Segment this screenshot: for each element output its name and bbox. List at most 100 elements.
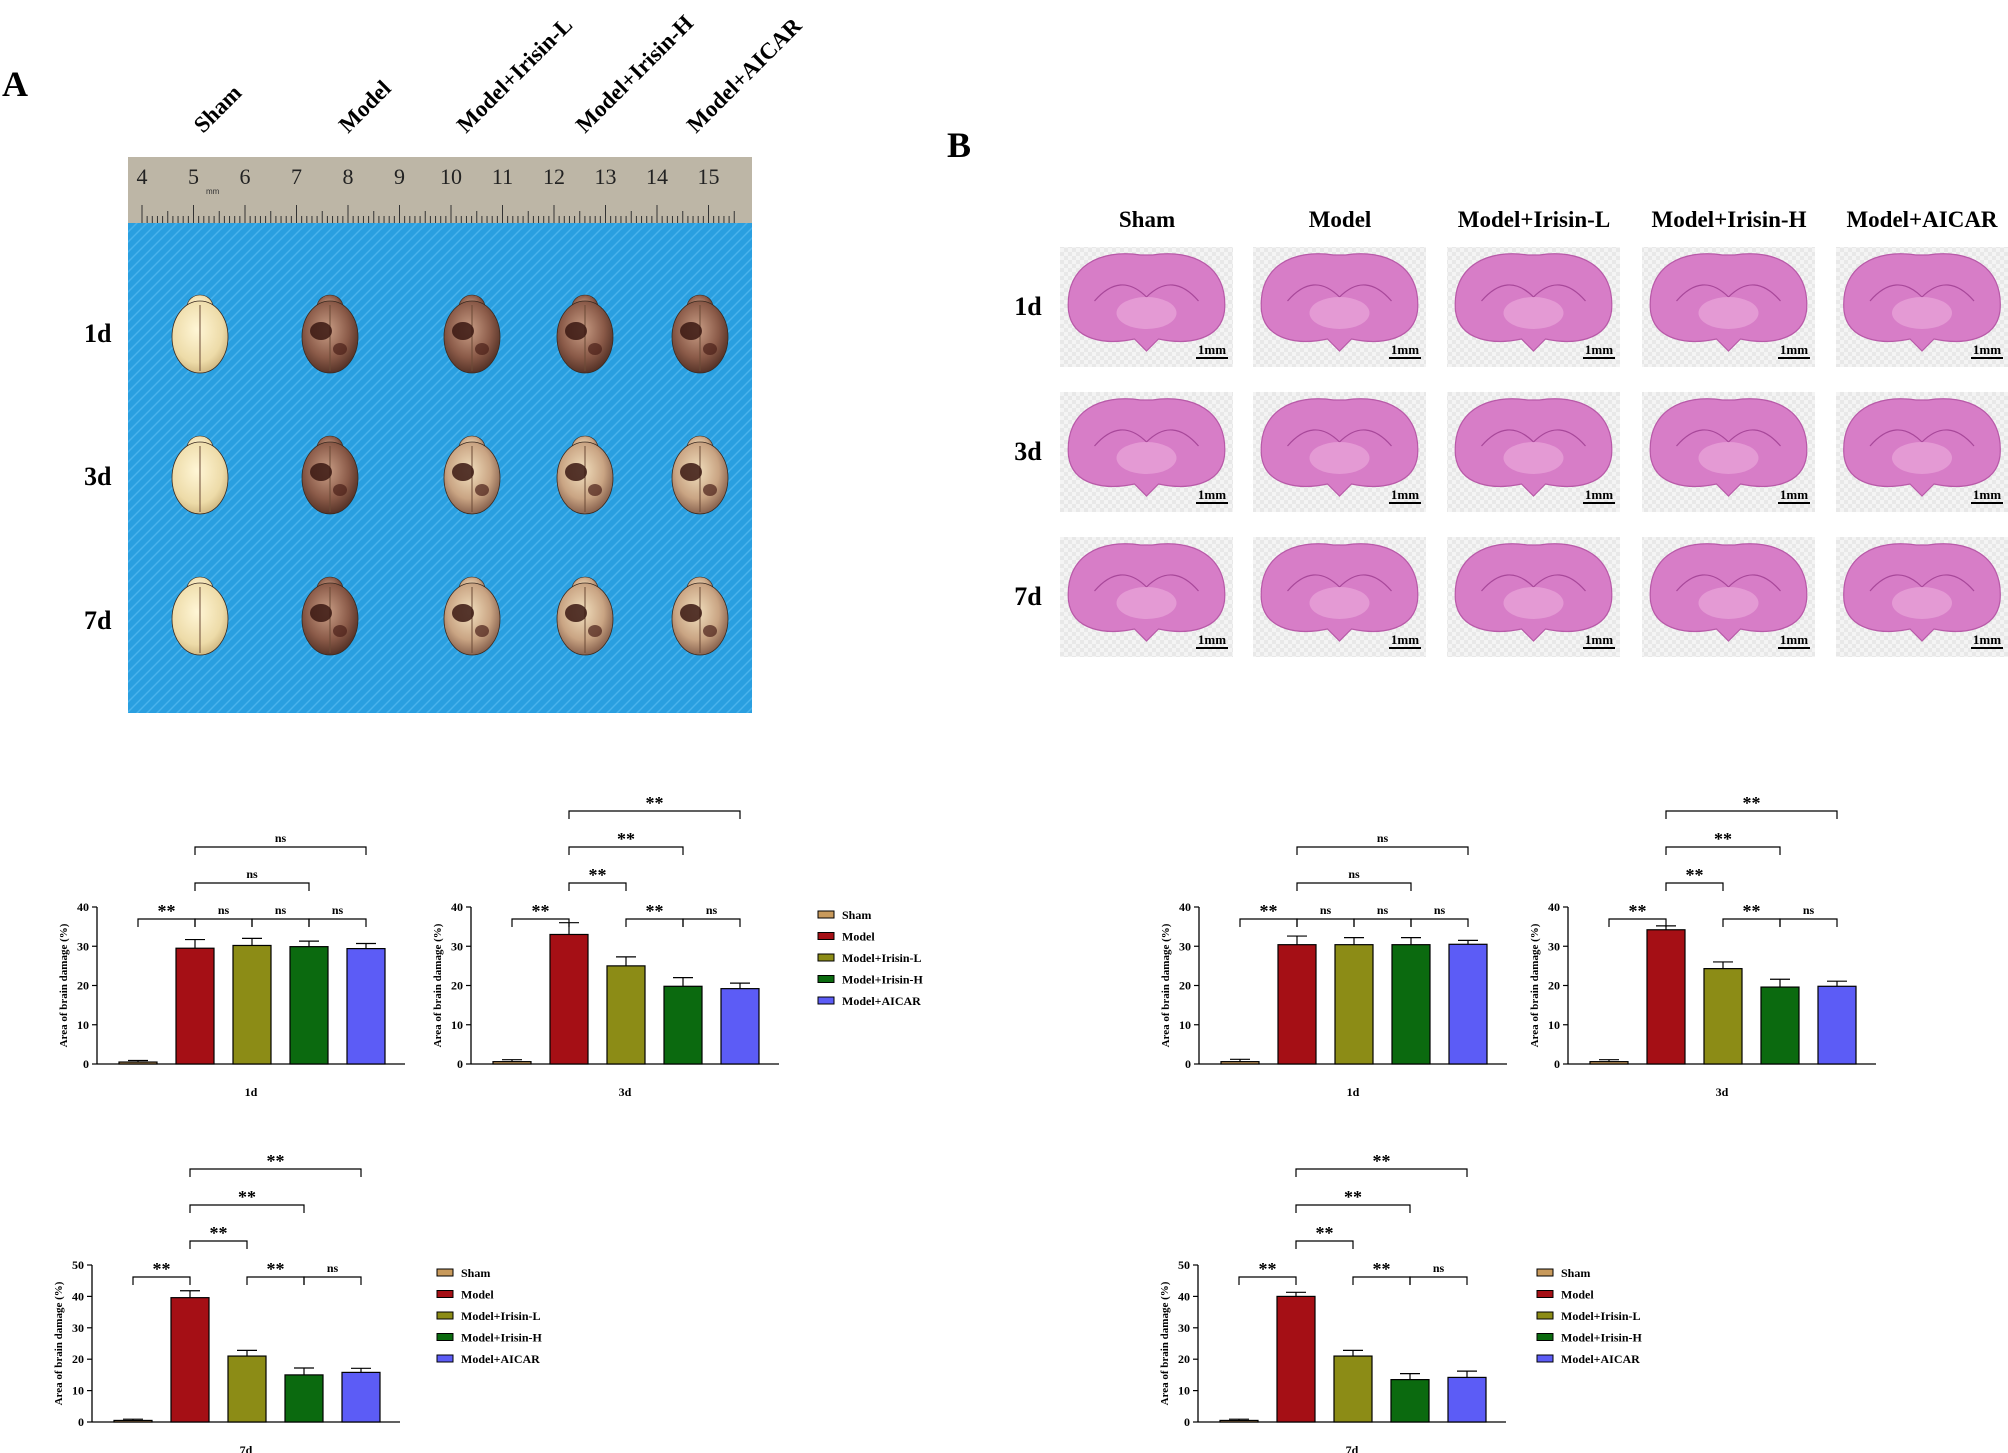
legend-label: Model+Irisin-H xyxy=(842,973,924,987)
chart-legend: Sham Model Model+Irisin-L Model+Irisin-H Mod… xyxy=(436,1266,543,1366)
significance-bracket: ** xyxy=(132,1259,191,1285)
y-tick-label: 50 xyxy=(72,1258,84,1272)
significance-label: ** xyxy=(1743,901,1761,921)
y-tick-label: 30 xyxy=(72,1321,84,1335)
bar xyxy=(492,1061,532,1065)
brain-specimen xyxy=(556,435,614,515)
bar xyxy=(663,985,703,1065)
legend-label: Model+AICAR xyxy=(461,1352,540,1366)
y-tick-label: 0 xyxy=(457,1057,463,1071)
photo-day-label: 3d xyxy=(84,462,112,491)
brain-specimen xyxy=(443,294,501,374)
bar xyxy=(1703,968,1743,1065)
bar xyxy=(346,948,386,1065)
legend-swatch xyxy=(817,910,835,919)
histology-section: 1mm xyxy=(1836,247,2008,367)
significance-bracket: ** xyxy=(189,1187,305,1213)
x-axis-label: 3d xyxy=(1716,1085,1729,1099)
ruler-number: 8 xyxy=(343,164,354,189)
significance-bracket: ** xyxy=(1665,865,1724,891)
photo-day-label: 1d xyxy=(84,319,112,348)
significance-bracket: ** xyxy=(246,1259,305,1285)
legend-label: Model xyxy=(461,1288,494,1302)
bar-chart-b-3d: 0 10 20 30 40 Area of brain damage (%) 3d ** ** *… xyxy=(1529,793,1876,1099)
ruler-number: 4 xyxy=(137,164,148,189)
significance-label: ** xyxy=(1316,1223,1334,1243)
brain-specimens xyxy=(171,294,729,656)
legend-swatch xyxy=(1536,1290,1554,1298)
bar xyxy=(1333,1355,1373,1423)
significance-bracket: ** xyxy=(1295,1187,1411,1213)
y-axis-label: Area of brain damage (%) xyxy=(1160,923,1172,1047)
bar xyxy=(175,947,215,1065)
significance-bracket: ** xyxy=(1665,793,1838,819)
bar-chart-a-1d: 0 10 20 30 40 Area of brain damage (%) 1d ** ns n… xyxy=(58,831,405,1099)
significance-bracket: ** xyxy=(1352,1259,1411,1285)
significance-label: ns xyxy=(1803,903,1815,917)
bar xyxy=(1390,1379,1430,1423)
scale-bar-label: 1mm xyxy=(1198,632,1226,647)
histology-section: 1mm xyxy=(1836,537,2008,657)
ruler-number: 5 xyxy=(188,164,199,189)
legend-swatch xyxy=(436,1290,454,1298)
significance-label: ** xyxy=(1629,901,1647,921)
y-tick-label: 0 xyxy=(1185,1057,1191,1071)
bar xyxy=(118,1061,158,1065)
y-tick-label: 30 xyxy=(1548,939,1560,953)
y-tick-label: 50 xyxy=(1178,1258,1190,1272)
histology-section: 1mm xyxy=(1642,247,1815,367)
histology-group-label: Model+AICAR xyxy=(1846,207,1997,232)
photo-day-label: 7d xyxy=(84,606,112,635)
significance-label: ns xyxy=(275,831,287,845)
brain-specimen xyxy=(171,294,229,374)
ruler-number: 10 xyxy=(440,164,462,189)
x-axis-label: 1d xyxy=(245,1085,258,1099)
significance-label: ** xyxy=(1373,1259,1391,1279)
histology-grid: Sham Model Model+Irisin-L Model+Irisin-H Mod… xyxy=(1014,207,2008,657)
bar xyxy=(1219,1419,1259,1423)
histology-section: 1mm xyxy=(1253,392,1426,512)
y-tick-label: 20 xyxy=(72,1352,84,1366)
histology-group-label: Model+Irisin-H xyxy=(1652,207,1807,232)
scale-bar-label: 1mm xyxy=(1585,342,1613,357)
histology-day-label: 7d xyxy=(1014,582,1042,611)
scale-bar-label: 1mm xyxy=(1973,342,2001,357)
significance-bracket: ns xyxy=(1296,903,1355,927)
photo-day-labels: 1d 3d 7d xyxy=(84,319,112,635)
brain-specimen xyxy=(671,435,729,515)
brain-specimen xyxy=(171,576,229,656)
legend-label: Model xyxy=(1561,1288,1594,1302)
scale-bar-label: 1mm xyxy=(1780,632,1808,647)
histology-section: 1mm xyxy=(1060,392,1233,512)
significance-label: ns xyxy=(1434,903,1446,917)
y-tick-label: 10 xyxy=(1179,1018,1191,1032)
bar xyxy=(284,1374,324,1423)
y-tick-label: 40 xyxy=(1548,900,1560,914)
significance-label: ns xyxy=(1348,867,1360,881)
histology-section: 1mm xyxy=(1447,392,1620,512)
ruler-ticks xyxy=(141,205,735,223)
y-tick-label: 40 xyxy=(72,1289,84,1303)
legend-label: Sham xyxy=(1561,1266,1590,1280)
panel-label-b: B xyxy=(947,125,971,165)
bar xyxy=(1646,929,1686,1065)
bar xyxy=(1447,1376,1487,1423)
significance-bracket: ** xyxy=(189,1151,362,1177)
y-tick-label: 10 xyxy=(1548,1018,1560,1032)
significance-bracket: ns xyxy=(194,903,253,927)
legend-swatch xyxy=(1536,1354,1554,1363)
chart-legend: Sham Model Model+Irisin-L Model+Irisin-H Mod… xyxy=(1536,1266,1643,1366)
brain-specimen xyxy=(301,576,359,656)
scale-bar-label: 1mm xyxy=(1780,342,1808,357)
significance-bracket: ** xyxy=(568,865,627,891)
photo-group-labels: Sham Model Model+Irisin-LModel+Irisin-HMod… xyxy=(189,10,807,137)
legend-label: Model+AICAR xyxy=(842,994,921,1008)
significance-bracket: ** xyxy=(1295,1223,1354,1249)
y-tick-label: 30 xyxy=(77,939,89,953)
scale-bar-label: 1mm xyxy=(1391,632,1419,647)
photo-group-label: Model+Irisin-L xyxy=(452,12,577,137)
significance-label: ** xyxy=(153,1259,171,1279)
scale-bar-label: 1mm xyxy=(1585,487,1613,502)
bar xyxy=(227,1355,267,1423)
